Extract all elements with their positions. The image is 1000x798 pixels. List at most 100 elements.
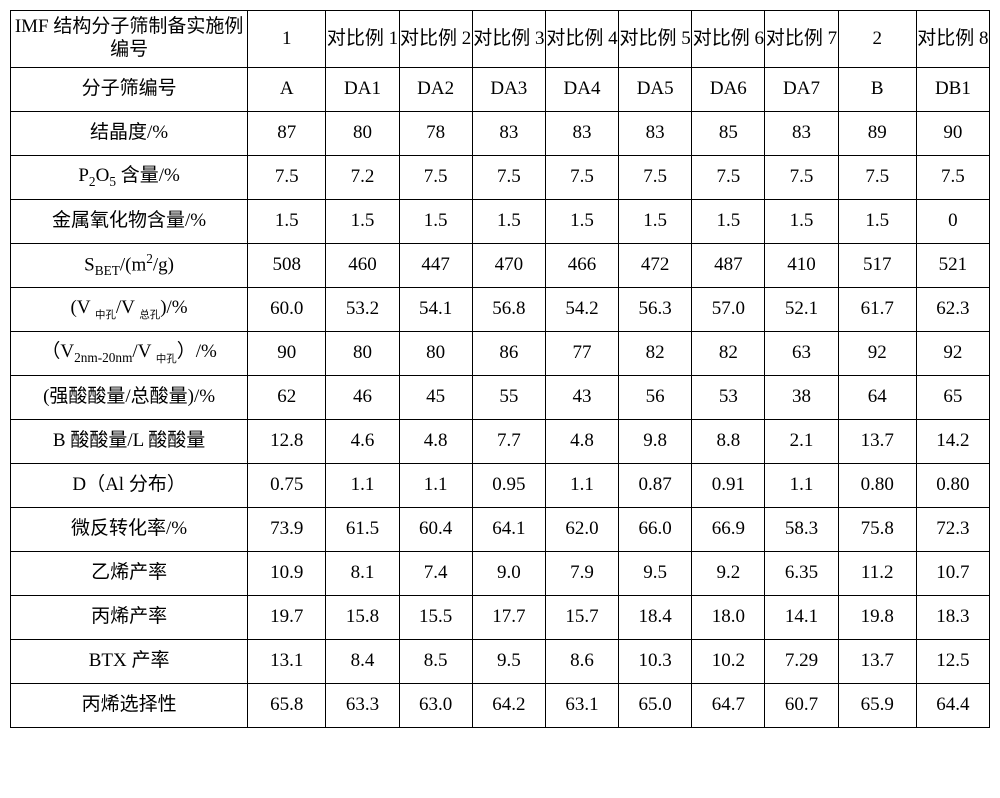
header-cell: 对比例 4 [545, 11, 618, 68]
table-row: 分子筛编号ADA1DA2DA3DA4DA5DA6DA7BDB1 [11, 68, 990, 112]
row-label: D（Al 分布） [11, 464, 248, 508]
data-cell: 15.7 [545, 596, 618, 640]
data-cell: 0.95 [472, 464, 545, 508]
data-cell: 64 [838, 376, 916, 420]
data-cell: 6.35 [765, 552, 838, 596]
row-label: BTX 产率 [11, 640, 248, 684]
data-cell: 12.8 [248, 420, 326, 464]
data-cell: 72.3 [916, 508, 989, 552]
data-cell: 7.5 [692, 156, 765, 200]
data-cell: 19.7 [248, 596, 326, 640]
data-cell: DA7 [765, 68, 838, 112]
data-cell: DB1 [916, 68, 989, 112]
data-cell: 9.8 [619, 420, 692, 464]
data-cell: 7.5 [619, 156, 692, 200]
data-cell: 521 [916, 244, 989, 288]
data-cell: 8.4 [326, 640, 399, 684]
data-cell: 14.1 [765, 596, 838, 640]
data-cell: 1.5 [765, 200, 838, 244]
data-cell: 19.8 [838, 596, 916, 640]
data-cell: 62 [248, 376, 326, 420]
header-cell: 2 [838, 11, 916, 68]
data-cell: 63.3 [326, 684, 399, 728]
table-row: P2O5 含量/%7.57.27.57.57.57.57.57.57.57.5 [11, 156, 990, 200]
data-cell: DA2 [399, 68, 472, 112]
row-label: 丙烯产率 [11, 596, 248, 640]
data-cell: 4.6 [326, 420, 399, 464]
data-cell: 472 [619, 244, 692, 288]
data-cell: 43 [545, 376, 618, 420]
data-cell: 64.4 [916, 684, 989, 728]
data-cell: 7.7 [472, 420, 545, 464]
data-cell: 2.1 [765, 420, 838, 464]
row-label: P2O5 含量/% [11, 156, 248, 200]
data-cell: 77 [545, 332, 618, 376]
data-cell: 10.9 [248, 552, 326, 596]
data-cell: 80 [326, 112, 399, 156]
table-row: D（Al 分布）0.751.11.10.951.10.870.911.10.80… [11, 464, 990, 508]
data-cell: DA1 [326, 68, 399, 112]
data-cell: 10.2 [692, 640, 765, 684]
header-cell: 对比例 7 [765, 11, 838, 68]
row-label: (强酸酸量/总酸量)/% [11, 376, 248, 420]
data-cell: 12.5 [916, 640, 989, 684]
data-cell: 1.5 [248, 200, 326, 244]
data-cell: 55 [472, 376, 545, 420]
row-label: 金属氧化物含量/% [11, 200, 248, 244]
data-cell: 7.5 [838, 156, 916, 200]
header-cell: 对比例 8 [916, 11, 989, 68]
header-cell: 对比例 5 [619, 11, 692, 68]
data-cell: 46 [326, 376, 399, 420]
row-label: SBET/(m2/g) [11, 244, 248, 288]
data-cell: 65.9 [838, 684, 916, 728]
data-cell: 4.8 [545, 420, 618, 464]
data-cell: B [838, 68, 916, 112]
table-row: (强酸酸量/总酸量)/%62464555435653386465 [11, 376, 990, 420]
data-cell: 87 [248, 112, 326, 156]
data-cell: 10.3 [619, 640, 692, 684]
data-cell: 18.4 [619, 596, 692, 640]
data-cell: 470 [472, 244, 545, 288]
data-cell: 0.87 [619, 464, 692, 508]
data-cell: 447 [399, 244, 472, 288]
data-cell: 7.5 [472, 156, 545, 200]
data-cell: 7.5 [248, 156, 326, 200]
table-row: 金属氧化物含量/%1.51.51.51.51.51.51.51.51.50 [11, 200, 990, 244]
data-cell: 508 [248, 244, 326, 288]
data-cell: 82 [692, 332, 765, 376]
data-cell: 65.8 [248, 684, 326, 728]
data-cell: 410 [765, 244, 838, 288]
data-cell: 7.2 [326, 156, 399, 200]
data-cell: 9.5 [472, 640, 545, 684]
data-cell: 1.5 [472, 200, 545, 244]
header-cell: 1 [248, 11, 326, 68]
table-row: 乙烯产率10.98.17.49.07.99.59.26.3511.210.7 [11, 552, 990, 596]
data-cell: 65.0 [619, 684, 692, 728]
data-cell: 18.0 [692, 596, 765, 640]
data-cell: 1.5 [399, 200, 472, 244]
data-cell: 56.8 [472, 288, 545, 332]
data-cell: 7.5 [765, 156, 838, 200]
data-cell: 92 [838, 332, 916, 376]
data-cell: 61.7 [838, 288, 916, 332]
data-cell: 56 [619, 376, 692, 420]
data-cell: 58.3 [765, 508, 838, 552]
table-row: 丙烯产率19.715.815.517.715.718.418.014.119.8… [11, 596, 990, 640]
data-cell: 8.1 [326, 552, 399, 596]
data-cell: 80 [326, 332, 399, 376]
data-cell: 460 [326, 244, 399, 288]
data-cell: 13.1 [248, 640, 326, 684]
data-cell: 53 [692, 376, 765, 420]
header-cell: 对比例 1 [326, 11, 399, 68]
data-cell: 8.6 [545, 640, 618, 684]
data-cell: 7.5 [545, 156, 618, 200]
data-cell: 60.7 [765, 684, 838, 728]
data-cell: 9.2 [692, 552, 765, 596]
data-cell: 1.5 [692, 200, 765, 244]
table-row: (V 中孔/V 总孔)/%60.053.254.156.854.256.357.… [11, 288, 990, 332]
data-cell: 56.3 [619, 288, 692, 332]
table-row: 丙烯选择性65.863.363.064.263.165.064.760.765.… [11, 684, 990, 728]
data-cell: DA4 [545, 68, 618, 112]
data-cell: 8.5 [399, 640, 472, 684]
data-cell: 83 [765, 112, 838, 156]
